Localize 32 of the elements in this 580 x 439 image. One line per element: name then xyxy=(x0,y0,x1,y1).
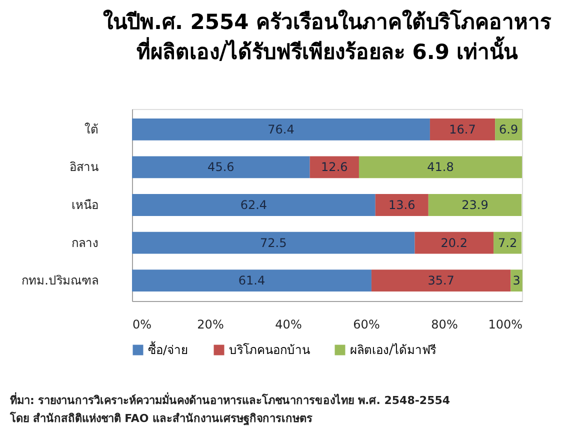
x-tick-label: 40% xyxy=(275,318,302,332)
x-tick-label: 100% xyxy=(488,318,522,332)
data-label: 12.6 xyxy=(321,160,348,174)
x-tick-label: 0% xyxy=(132,318,152,332)
text: ที่มา: รายงานการวิเคราะห์ความมั่นคงด้านอาหารและโภชนาการของไทย พ.ศ. 2548-2554 xyxy=(10,392,450,407)
data-label: 16.7 xyxy=(449,122,476,136)
data-label: 35.7 xyxy=(428,274,454,288)
y-tick-label: กลาง xyxy=(72,236,98,250)
data-label: 13.6 xyxy=(388,198,416,212)
data-label: 6.9 xyxy=(499,122,518,136)
chart-title: ในปีพ.ศ. 2554 ครัวเรือนในภาคใต้บริโภคอาหาร ที่ผลิตเอง/ได้รับฟรีเพียงร้อยละ 6.9 เท่านั้น xyxy=(102,9,552,64)
data-label: 7.2 xyxy=(498,236,518,250)
data-label: 76.4 xyxy=(268,122,294,136)
y-tick-label: เหนือ xyxy=(72,198,98,212)
data-label: 23.9 xyxy=(462,198,488,212)
data-label: 45.6 xyxy=(208,160,234,174)
data-label: 61.4 xyxy=(238,274,266,288)
y-tick-label: กทม.ปริมณฑล xyxy=(22,274,98,288)
data-label: 62.4 xyxy=(240,198,268,212)
data-label: 72.5 xyxy=(260,236,287,250)
text: โดย สำนักสถิติแห่งชาติ FAO และสำนักงานเศรษฐกิจการเกษตร xyxy=(9,411,313,426)
x-tick-label: 80% xyxy=(431,318,458,332)
legend-label: บริโภคนอกบ้าน xyxy=(229,343,310,357)
data-label: 3 xyxy=(512,274,520,288)
x-tick-label: 20% xyxy=(197,318,224,332)
y-tick-label: อิสาน xyxy=(70,160,98,174)
legend-label: ผลิตเอง/ได้มาฟรี xyxy=(350,343,438,357)
data-label: 41.8 xyxy=(427,160,454,174)
y-tick-label: ใต้ xyxy=(84,122,98,136)
data-label: 20.2 xyxy=(440,236,468,250)
legend-label: ซื้อ/จ่าย xyxy=(148,341,188,357)
x-tick-label: 60% xyxy=(353,318,380,332)
